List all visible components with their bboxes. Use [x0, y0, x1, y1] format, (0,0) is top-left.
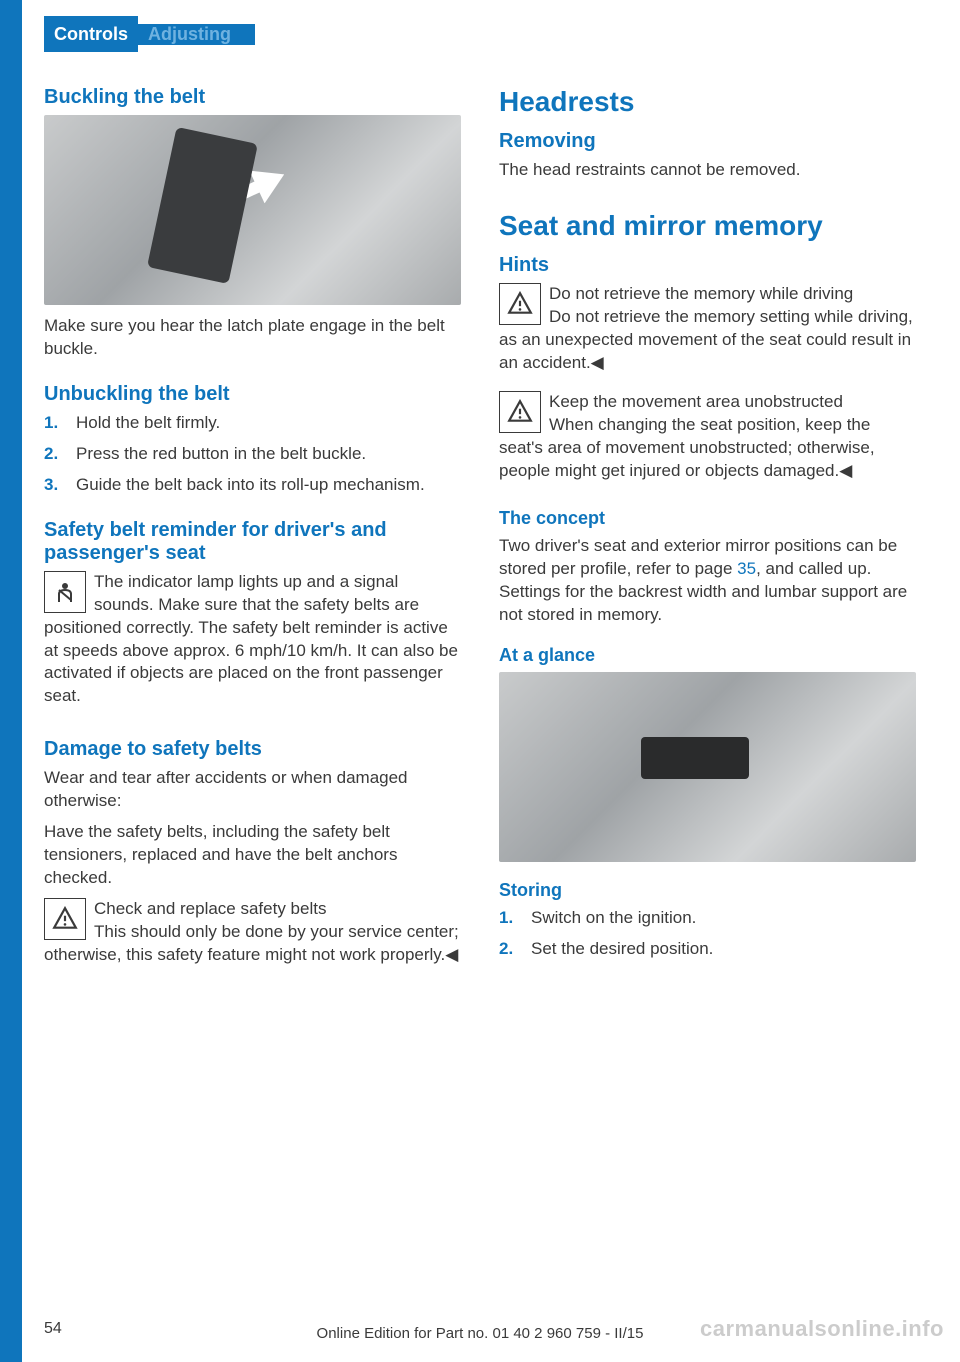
content-columns: Buckling the belt Make sure you hear the…	[44, 86, 916, 1272]
illustration-buckling-belt	[44, 115, 461, 305]
para-damage-1: Wear and tear after accidents or when da…	[44, 767, 461, 813]
warning-title: Check and replace safety belts	[94, 899, 326, 918]
side-bar	[0, 0, 22, 1362]
page-reference-35[interactable]: 35	[737, 559, 756, 578]
heading-hints: Hints	[499, 254, 916, 277]
footer: 54 Online Edition for Part no. 01 40 2 9…	[0, 1302, 960, 1342]
right-column: Headrests Removing The head restraints c…	[499, 86, 916, 1272]
heading-concept: The concept	[499, 508, 916, 529]
para-concept: Two driver's seat and exterior mirror po…	[499, 535, 916, 627]
heading-buckling: Buckling the belt	[44, 86, 461, 109]
hint-2-title: Keep the movement area unobstructed	[549, 392, 843, 411]
warning-triangle-icon	[44, 898, 86, 940]
hint-2: Keep the movement area unobstructed When…	[499, 391, 916, 491]
breadcrumb: ControlsAdjusting	[0, 0, 960, 45]
unbuckling-steps: Hold the belt firmly. Press the red butt…	[44, 412, 461, 497]
heading-at-a-glance: At a glance	[499, 645, 916, 666]
list-item: Guide the belt back into its roll-up mec…	[44, 474, 461, 497]
storing-steps: Switch on the ignition. Set the desired …	[499, 907, 916, 961]
hint-2-text: Keep the movement area unobstructed When…	[499, 391, 916, 483]
hint-1-body: Do not retrieve the memory setting while…	[499, 307, 913, 372]
watermark-text: carmanualsonline.info	[700, 1316, 944, 1342]
heading-seat-mirror-memory: Seat and mirror memory	[499, 210, 916, 242]
warning-triangle-icon	[499, 391, 541, 433]
hint-1: Do not retrieve the memory while driving…	[499, 283, 916, 383]
warning-check-replace: Check and replace safety belts This shou…	[44, 898, 461, 975]
hint-1-title: Do not retrieve the memory while driving	[549, 284, 853, 303]
para-removing: The head restraints cannot be removed.	[499, 159, 916, 182]
para-damage-2: Have the safety belts, including the saf…	[44, 821, 461, 890]
heading-damage: Damage to safety belts	[44, 738, 461, 761]
heading-storing: Storing	[499, 880, 916, 901]
heading-reminder: Safety belt reminder for driver's and pa…	[44, 519, 461, 565]
hint-2-body: When changing the seat position, keep th…	[499, 415, 875, 480]
list-item: Press the red button in the belt buckle.	[44, 443, 461, 466]
breadcrumb-part-2: Adjusting	[138, 16, 255, 52]
heading-unbuckling: Unbuckling the belt	[44, 383, 461, 406]
seatbelt-person-icon	[44, 571, 86, 613]
list-item: Switch on the ignition.	[499, 907, 916, 930]
heading-removing: Removing	[499, 130, 916, 153]
warning-block: Check and replace safety belts This shou…	[44, 898, 461, 967]
list-item: Hold the belt firmly.	[44, 412, 461, 435]
warning-triangle-icon	[499, 283, 541, 325]
breadcrumb-part-1: Controls	[44, 16, 138, 52]
para-reminder: The indicator lamp lights up and a sig­n…	[44, 571, 461, 709]
left-column: Buckling the belt Make sure you hear the…	[44, 86, 461, 1272]
illustration-seat-memory	[499, 672, 916, 862]
warning-body: This should only be done by your service…	[44, 922, 459, 964]
reminder-block: The indicator lamp lights up and a sig­n…	[44, 571, 461, 717]
list-item: Set the desired position.	[499, 938, 916, 961]
para-buckling: Make sure you hear the latch plate engag…	[44, 315, 461, 361]
heading-headrests: Headrests	[499, 86, 916, 118]
hint-1-text: Do not retrieve the memory while driving…	[499, 283, 916, 375]
